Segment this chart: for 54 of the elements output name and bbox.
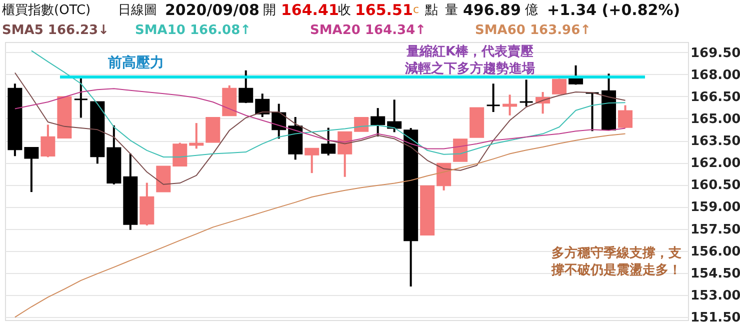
candlestick bbox=[387, 98, 402, 134]
text: 億 bbox=[525, 3, 538, 18]
candlestick bbox=[272, 102, 286, 140]
text: c bbox=[413, 3, 420, 16]
y-tick-label: 163.50 bbox=[690, 134, 740, 150]
text: 櫃買指數(OTC) bbox=[2, 3, 91, 18]
candlestick bbox=[24, 146, 39, 194]
ref-line-label: 前高壓力 bbox=[107, 54, 164, 71]
y-tick-label: 166.50 bbox=[690, 90, 740, 105]
text: SMA10 166.08↑ bbox=[135, 23, 252, 38]
text: 164.41 bbox=[281, 1, 339, 19]
candlestick bbox=[519, 78, 534, 108]
text: SMA60 163.96↑ bbox=[475, 23, 592, 38]
text: 日線圖 bbox=[118, 3, 157, 18]
y-tick-label: 153.00 bbox=[690, 288, 740, 304]
text: SMA5 166.23↓ bbox=[2, 23, 109, 38]
candlestick bbox=[238, 69, 254, 104]
y-tick-label: 165.00 bbox=[690, 112, 740, 127]
candlestick bbox=[436, 162, 452, 192]
text: 開 bbox=[263, 3, 276, 18]
annotation: 多方穩守季線支撐，支撐不破仍是震盪走多！ bbox=[550, 245, 682, 278]
annotation: 量縮紅K棒，代表賣壓減輕之下多方趨勢進場 bbox=[404, 44, 535, 76]
candlestick bbox=[486, 82, 501, 114]
candlestick bbox=[354, 117, 369, 132]
text: 量 bbox=[445, 3, 458, 18]
text: 收 bbox=[338, 3, 351, 18]
candlestick bbox=[321, 126, 336, 156]
candlestick bbox=[568, 64, 584, 86]
text: SMA20 164.34↑ bbox=[310, 23, 426, 38]
candlestick bbox=[370, 107, 386, 138]
candlestick bbox=[74, 77, 88, 119]
candlestick bbox=[40, 124, 56, 158]
y-tick-label: 154.50 bbox=[690, 266, 740, 282]
y-tick-label: 159.00 bbox=[690, 200, 740, 216]
candlestick bbox=[585, 92, 600, 132]
text: 點 bbox=[424, 3, 438, 18]
candlestick bbox=[618, 104, 633, 130]
text: 2020/09/08 bbox=[165, 1, 260, 19]
y-tick-label: 162.00 bbox=[690, 156, 740, 172]
text: 165.51 bbox=[355, 1, 413, 19]
y-tick-label: 160.50 bbox=[690, 178, 740, 194]
y-tick-label: 156.00 bbox=[690, 244, 740, 260]
y-tick-label: 157.50 bbox=[690, 222, 740, 238]
y-tick-label: 168.00 bbox=[690, 68, 740, 83]
text: 496.89 bbox=[463, 1, 521, 19]
y-tick-label: 169.50 bbox=[690, 46, 740, 61]
candlestick bbox=[172, 142, 188, 167]
candlestick bbox=[304, 148, 320, 174]
text: +1.34 (+0.82%) bbox=[547, 1, 680, 19]
candlestick bbox=[338, 131, 352, 178]
candlestick bbox=[189, 122, 204, 150]
y-tick-label: 151.50 bbox=[690, 310, 740, 326]
candlestick bbox=[552, 78, 567, 95]
candlestick bbox=[255, 92, 270, 118]
